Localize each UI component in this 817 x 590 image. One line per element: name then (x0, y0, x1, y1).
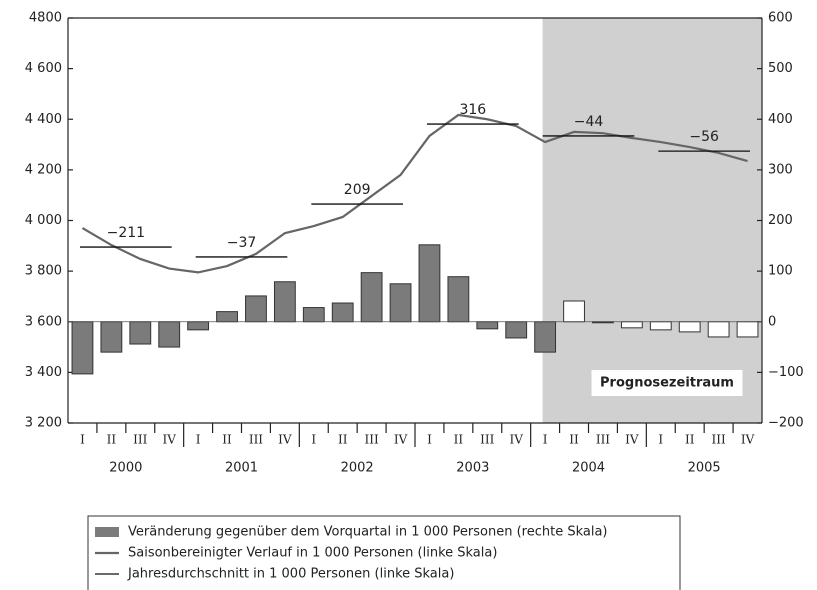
bar (505, 321, 528, 339)
y2-tick-label: 0 (768, 314, 776, 329)
y-tick-label: 3 400 (25, 365, 62, 380)
y2-tick-label: 300 (768, 162, 793, 177)
forecast-area (542, 18, 762, 423)
y2-tick-label: 500 (768, 61, 793, 76)
legend-swatch (95, 527, 119, 537)
x-tick-label: I (427, 433, 432, 447)
bar (678, 321, 701, 333)
y2-tick-label: 600 (768, 11, 793, 26)
y-tick-label: 4 600 (25, 61, 62, 76)
year-label: 2001 (225, 461, 258, 476)
y-tick-label: 4 400 (25, 112, 62, 127)
bar (620, 321, 643, 329)
x-tick-label: II (338, 433, 348, 447)
y2-tick-label: 400 (768, 112, 793, 127)
x-tick-label: II (454, 433, 464, 447)
bar (418, 244, 441, 323)
legend-label: Saisonbereinigter Verlauf in 1 000 Perso… (128, 546, 497, 561)
y-tick-label: 4 200 (25, 162, 62, 177)
bar (71, 321, 94, 375)
bar (476, 321, 499, 330)
year-label: 2003 (456, 461, 489, 476)
y-tick-label: 4 000 (25, 213, 62, 228)
bar (331, 302, 354, 323)
annual-change-label: −211 (107, 225, 145, 241)
bar (563, 300, 585, 323)
x-tick-label: IV (163, 433, 177, 447)
y2-tick-label: −100 (768, 365, 804, 380)
bar (447, 276, 470, 323)
x-tick-label: II (569, 433, 579, 447)
annual-change-label: 209 (344, 182, 371, 198)
bar (302, 307, 325, 323)
bar (187, 321, 210, 331)
x-tick-label: IV (741, 433, 755, 447)
y2-tick-label: 200 (768, 213, 793, 228)
x-tick-label: IV (625, 433, 639, 447)
annual-change-label: −44 (574, 114, 604, 130)
x-tick-label: I (80, 433, 85, 447)
x-tick-label: IV (510, 433, 524, 447)
x-tick-label: I (196, 433, 201, 447)
y-tick-label: 3 800 (25, 264, 62, 279)
x-tick-label: II (222, 433, 232, 447)
x-tick-label: III (365, 433, 379, 447)
y-tick-label: 3 200 (25, 416, 62, 431)
x-tick-label: III (249, 433, 263, 447)
y2-tick-label: −200 (768, 416, 804, 431)
x-tick-label: II (685, 433, 695, 447)
x-tick-label: I (543, 433, 548, 447)
y2-tick-label: 100 (768, 264, 793, 279)
year-label: 2005 (688, 461, 721, 476)
bar (360, 272, 383, 323)
forecast-label: Prognosezeitraum (600, 376, 734, 391)
y-tick-label: 3 600 (25, 314, 62, 329)
bar (736, 321, 759, 338)
year-label: 2002 (341, 461, 374, 476)
legend-label: Jahresdurchschnitt in 1 000 Personen (li… (127, 567, 454, 582)
x-tick-label: III (480, 433, 494, 447)
x-tick-label: IV (278, 433, 292, 447)
bar (273, 281, 296, 323)
x-tick-label: II (107, 433, 117, 447)
x-tick-label: IV (394, 433, 408, 447)
annual-change-label: −56 (689, 129, 719, 145)
bar (649, 321, 672, 331)
line (81, 113, 748, 274)
legend-label: Veränderung gegenüber dem Vorquartal in … (128, 525, 608, 540)
bar (100, 321, 123, 353)
x-tick-label: III (712, 433, 726, 447)
bar (534, 321, 557, 353)
bar (158, 321, 181, 348)
annual-change-label: −37 (227, 235, 257, 251)
legend-box (87, 515, 681, 590)
annual-change-label: 316 (459, 102, 486, 118)
forecast-label-box (591, 370, 743, 396)
x-tick-label: I (658, 433, 663, 447)
bar (129, 321, 152, 345)
x-tick-label: I (311, 433, 316, 447)
bar (389, 283, 412, 323)
bar (216, 311, 238, 323)
y-tick-label: 4800 (29, 11, 62, 26)
x-tick-label: III (596, 433, 610, 447)
bar (245, 295, 267, 323)
year-label: 2004 (572, 461, 605, 476)
bar (707, 321, 730, 338)
year-label: 2000 (109, 461, 142, 476)
x-tick-label: III (133, 433, 147, 447)
